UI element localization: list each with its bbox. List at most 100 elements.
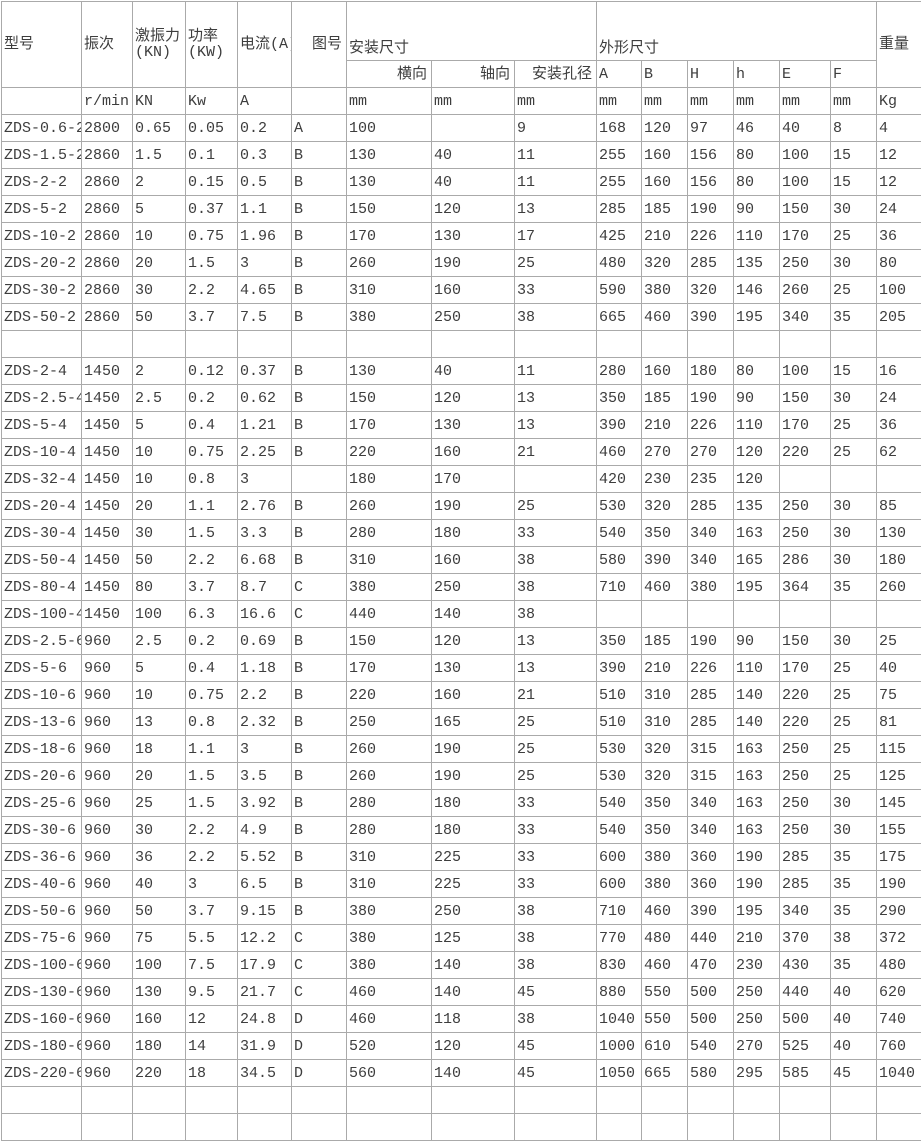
cell-figure: B	[292, 520, 347, 547]
cell-freq: 1450	[82, 547, 133, 574]
cell-power: 0.4	[186, 655, 238, 682]
cell-dim-h-upper: 285	[688, 709, 734, 736]
unit-freq: r/min	[82, 88, 133, 115]
cell-mount-hole: 38	[515, 601, 597, 628]
cell-figure: B	[292, 844, 347, 871]
cell-mount-horizontal: 280	[347, 817, 432, 844]
cell-figure: C	[292, 601, 347, 628]
col-header-figure: 图号	[292, 2, 347, 88]
force-label: 激振力	[135, 28, 180, 45]
cell-model: ZDS-36-6	[2, 844, 82, 871]
cell-power: 0.12	[186, 358, 238, 385]
cell-figure: C	[292, 925, 347, 952]
cell-dim-a: 1000	[597, 1033, 642, 1060]
table-row	[2, 1114, 921, 1141]
cell-figure: D	[292, 1006, 347, 1033]
cell-dim-e: 170	[780, 412, 831, 439]
cell-weight: 24	[877, 196, 921, 223]
cell-dim-e: 40	[780, 115, 831, 142]
cell-dim-b: 480	[642, 925, 688, 952]
cell-dim-h-upper: 500	[688, 1006, 734, 1033]
cell-power: 0.75	[186, 682, 238, 709]
cell-dim-h-lower: 146	[734, 277, 780, 304]
cell-dim-a: 350	[597, 628, 642, 655]
cell-mount-hole: 11	[515, 142, 597, 169]
cell-current	[238, 331, 292, 358]
cell-power: 0.8	[186, 709, 238, 736]
cell-mount-horizontal: 380	[347, 898, 432, 925]
cell-weight: 205	[877, 304, 921, 331]
cell-freq: 960	[82, 655, 133, 682]
cell-mount-axial: 140	[432, 1060, 515, 1087]
cell-mount-hole: 13	[515, 385, 597, 412]
cell-model: ZDS-220-6	[2, 1060, 82, 1087]
cell-weight: 36	[877, 412, 921, 439]
cell-mount-axial: 250	[432, 898, 515, 925]
cell-dim-h-lower: 195	[734, 898, 780, 925]
cell-dim-h-lower: 163	[734, 763, 780, 790]
cell-power	[186, 1087, 238, 1114]
cell-model	[2, 1114, 82, 1141]
cell-dim-h-upper: 470	[688, 952, 734, 979]
cell-weight	[877, 466, 921, 493]
cell-mount-hole: 45	[515, 1033, 597, 1060]
cell-power: 2.2	[186, 844, 238, 871]
cell-dim-e: 150	[780, 196, 831, 223]
cell-current: 3.5	[238, 763, 292, 790]
cell-current: 1.18	[238, 655, 292, 682]
cell-dim-h-lower	[734, 601, 780, 628]
cell-dim-e: 285	[780, 871, 831, 898]
cell-dim-h-upper	[688, 331, 734, 358]
cell-current: 5.52	[238, 844, 292, 871]
cell-mount-horizontal: 220	[347, 682, 432, 709]
cell-dim-b	[642, 1114, 688, 1141]
cell-dim-a: 580	[597, 547, 642, 574]
cell-dim-f	[831, 1087, 877, 1114]
cell-current: 2.25	[238, 439, 292, 466]
cell-figure: C	[292, 979, 347, 1006]
cell-force: 10	[133, 223, 186, 250]
cell-mount-horizontal: 150	[347, 196, 432, 223]
cell-weight: 62	[877, 439, 921, 466]
cell-dim-e: 220	[780, 709, 831, 736]
cell-figure: B	[292, 709, 347, 736]
cell-mount-hole: 38	[515, 547, 597, 574]
cell-dim-h-lower: 163	[734, 736, 780, 763]
cell-mount-horizontal: 380	[347, 574, 432, 601]
cell-mount-horizontal: 460	[347, 1006, 432, 1033]
cell-dim-h-lower	[734, 331, 780, 358]
cell-model	[2, 1087, 82, 1114]
unit-dim-h-lower: mm	[734, 88, 780, 115]
cell-freq: 1450	[82, 439, 133, 466]
cell-mount-axial: 140	[432, 952, 515, 979]
cell-weight	[877, 1114, 921, 1141]
cell-dim-h-upper: 380	[688, 574, 734, 601]
cell-mount-hole: 33	[515, 520, 597, 547]
cell-dim-f: 15	[831, 358, 877, 385]
cell-mount-horizontal: 180	[347, 466, 432, 493]
cell-mount-hole: 13	[515, 628, 597, 655]
cell-freq: 2860	[82, 250, 133, 277]
cell-figure: B	[292, 304, 347, 331]
cell-model: ZDS-5-6	[2, 655, 82, 682]
cell-dim-h-upper: 390	[688, 304, 734, 331]
cell-force: 5	[133, 655, 186, 682]
cell-mount-hole: 25	[515, 736, 597, 763]
cell-current: 0.2	[238, 115, 292, 142]
cell-power: 0.75	[186, 439, 238, 466]
cell-weight: 1040	[877, 1060, 921, 1087]
cell-dim-h-lower: 120	[734, 439, 780, 466]
cell-force: 160	[133, 1006, 186, 1033]
cell-dim-b: 160	[642, 142, 688, 169]
cell-mount-hole: 13	[515, 412, 597, 439]
cell-dim-h-lower: 230	[734, 952, 780, 979]
cell-current: 2.2	[238, 682, 292, 709]
cell-model: ZDS-130-6	[2, 979, 82, 1006]
cell-figure	[292, 1114, 347, 1141]
